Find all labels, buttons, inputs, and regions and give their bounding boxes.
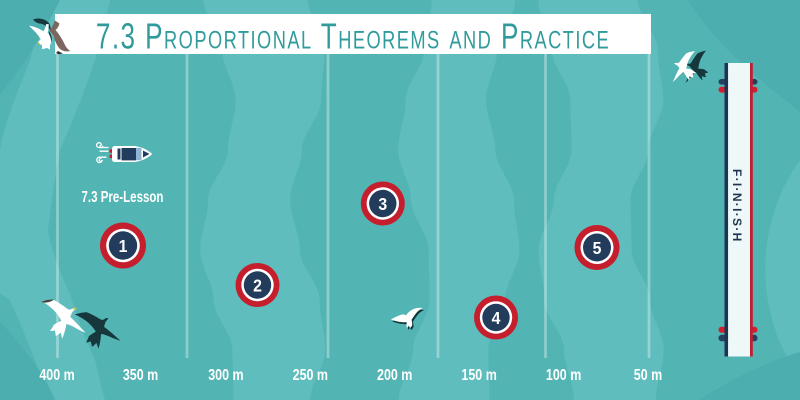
svg-text:300 m: 300 m (208, 367, 243, 385)
svg-text:2: 2 (253, 275, 262, 295)
svg-text:200 m: 200 m (377, 367, 412, 385)
svg-text:1: 1 (119, 236, 128, 256)
svg-text:4: 4 (492, 308, 501, 328)
svg-text:150 m: 150 m (461, 367, 496, 385)
svg-text:400 m: 400 m (39, 367, 74, 385)
svg-text:250 m: 250 m (293, 367, 328, 385)
svg-text:5: 5 (593, 238, 602, 258)
svg-text:50 m: 50 m (634, 367, 662, 385)
svg-text:100 m: 100 m (546, 367, 581, 385)
svg-text:350 m: 350 m (123, 367, 158, 385)
svg-text:F·I·N·I·S·H: F·I·N·I·S·H (730, 169, 744, 243)
svg-text:7.3 Proportional Theorems and: 7.3 Proportional Theorems and Practice (96, 16, 610, 56)
svg-text:7.3 Pre-Lesson: 7.3 Pre-Lesson (82, 187, 164, 205)
svg-text:3: 3 (378, 194, 387, 214)
